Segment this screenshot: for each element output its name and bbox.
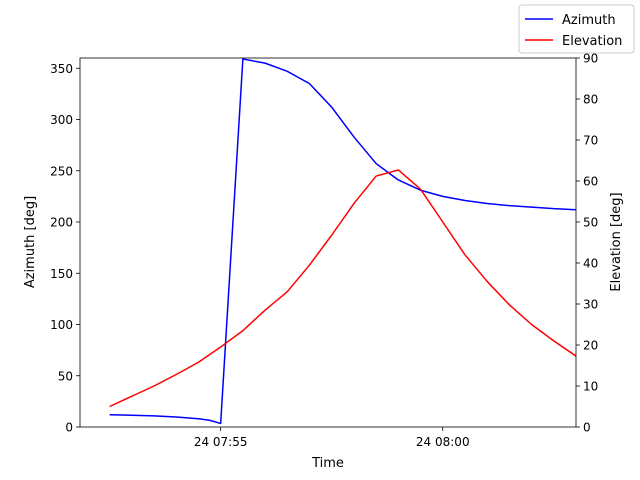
left-tick-label: 150 bbox=[50, 267, 73, 281]
series-group bbox=[109, 58, 576, 425]
left-axis-ticks: 0 50 100 150 200 250 300 350 bbox=[50, 62, 80, 435]
left-tick-label: 350 bbox=[50, 62, 73, 76]
right-tick-label: 90 bbox=[583, 52, 598, 66]
left-tick-label: 0 bbox=[65, 421, 73, 435]
plot-area bbox=[79, 57, 577, 428]
series-line-elevation bbox=[109, 169, 576, 408]
right-axis-ticks: 0 10 20 30 40 50 60 70 80 90 bbox=[576, 52, 598, 435]
right-tick-label: 80 bbox=[583, 93, 598, 107]
right-tick-label: 70 bbox=[583, 134, 598, 148]
legend-azimuth-label: Azimuth bbox=[562, 13, 616, 28]
left-tick-label: 200 bbox=[50, 216, 73, 230]
left-tick-label: 250 bbox=[50, 164, 73, 178]
series-line-azimuth bbox=[109, 58, 576, 425]
x-tick-label: 24 08:00 bbox=[416, 435, 470, 449]
x-tick-label: 24 07:55 bbox=[194, 435, 248, 449]
x-axis-ticks: 24 07:55 24 08:00 bbox=[194, 427, 470, 449]
legend-elevation-label: Elevation bbox=[562, 34, 622, 49]
left-tick-label: 50 bbox=[58, 369, 73, 383]
right-axis-label: Elevation [deg] bbox=[609, 192, 624, 291]
plot-frame bbox=[79, 57, 577, 428]
right-tick-label: 20 bbox=[583, 339, 598, 353]
right-tick-label: 10 bbox=[583, 380, 598, 394]
legend-box bbox=[518, 4, 635, 54]
left-tick-label: 300 bbox=[50, 113, 73, 127]
x-axis-label: Time bbox=[311, 456, 344, 471]
right-tick-label: 30 bbox=[583, 298, 598, 312]
left-tick-label: 100 bbox=[50, 318, 73, 332]
right-tick-label: 60 bbox=[583, 175, 598, 189]
left-axis-label: Azimuth [deg] bbox=[23, 196, 38, 288]
right-tick-label: 0 bbox=[583, 421, 591, 435]
right-tick-label: 50 bbox=[583, 216, 598, 230]
right-tick-label: 40 bbox=[583, 257, 598, 271]
legend: Azimuth Elevation bbox=[518, 4, 635, 54]
